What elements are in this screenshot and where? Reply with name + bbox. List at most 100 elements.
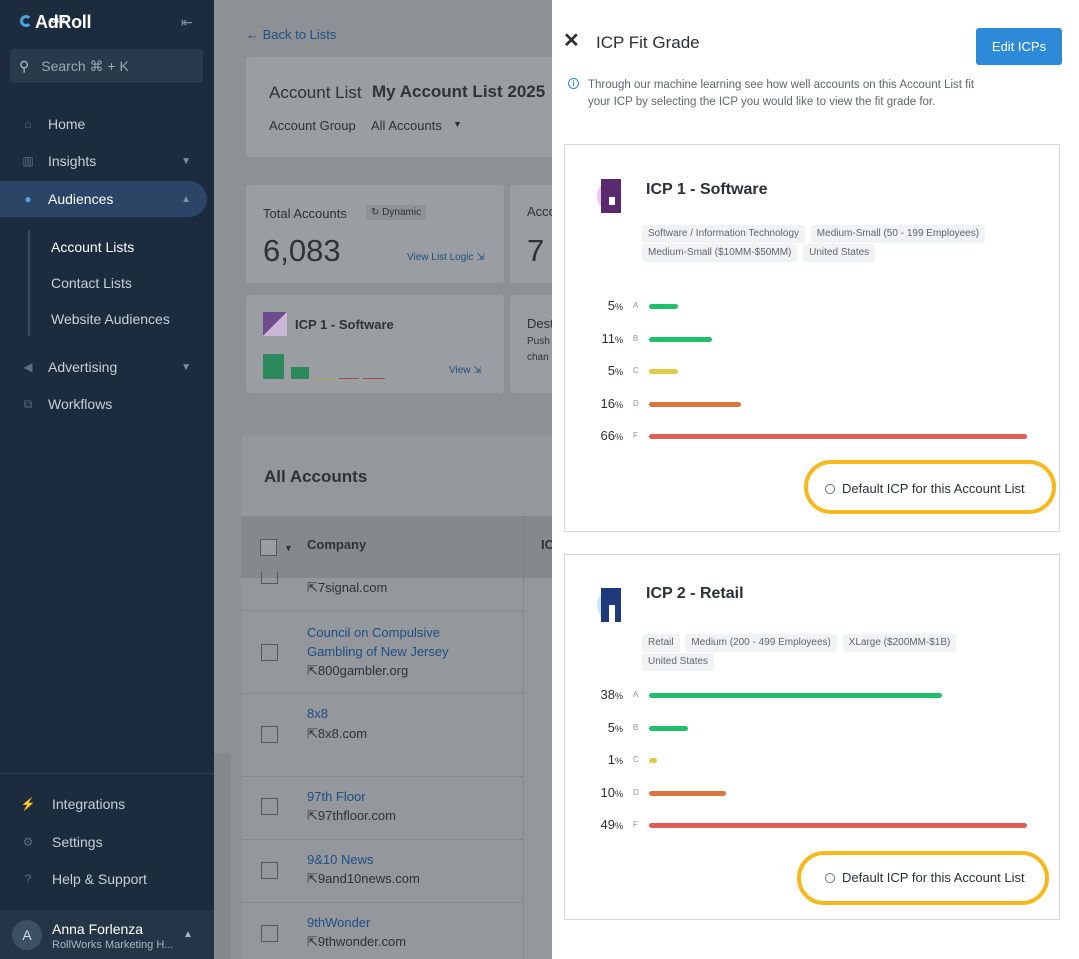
nav-label: Advertising xyxy=(48,359,118,375)
subnav-account-lists[interactable]: Account Lists xyxy=(51,239,135,255)
nav-item-audiences[interactable]: ● Audiences ▲ xyxy=(0,181,207,217)
row-checkbox[interactable] xyxy=(261,644,278,661)
adroll-logo[interactable]: AdRoll xyxy=(20,12,92,33)
row-company-name[interactable]: Council on Compulsive Gambling of New Je… xyxy=(307,625,449,659)
grade-row-b: 11% B xyxy=(565,331,1061,347)
grade-row-a: 5% A xyxy=(565,298,1061,314)
default-icp-radio[interactable]: Default ICP for this Account List xyxy=(825,481,1025,496)
icp-view-label: View xyxy=(449,365,471,376)
row-checkbox[interactable] xyxy=(261,925,278,942)
subnav-website-audiences[interactable]: Website Audiences xyxy=(51,311,170,327)
grade-bar xyxy=(649,758,657,763)
adroll-logo-icon xyxy=(20,15,32,27)
grade-row-c: 5% C xyxy=(565,363,1061,379)
close-icon[interactable]: ✕ xyxy=(563,30,580,52)
row-domain[interactable]: ⇱97thfloor.com xyxy=(307,808,396,824)
icp-tag: Medium-Small (50 - 199 Employees) xyxy=(810,225,986,243)
grade-letter: D xyxy=(633,398,639,408)
subnav-rail xyxy=(28,230,30,336)
nav-item-workflows[interactable]: ⧉ Workflows xyxy=(0,386,207,422)
insights-icon: ▥ xyxy=(22,154,34,168)
grade-bar xyxy=(649,790,727,796)
row-divider xyxy=(241,902,524,903)
row-checkbox[interactable] xyxy=(261,862,278,879)
accounts-card-value: 7 xyxy=(527,233,545,268)
grade-percent: 16% xyxy=(600,395,623,411)
account-list-label: Account List xyxy=(269,83,362,102)
grade-f-bar xyxy=(363,378,385,379)
back-to-lists-link[interactable]: ← Back to Lists xyxy=(246,27,336,42)
account-group-select[interactable]: All Accounts xyxy=(371,118,442,133)
table-row[interactable]: 8x8 ⇱8x8.com xyxy=(241,694,551,776)
account-group-label: Account Group xyxy=(269,118,356,133)
collapse-sidebar-icon[interactable]: ⇤ xyxy=(181,14,193,30)
icp-view-link[interactable]: View ⇲ xyxy=(449,365,482,376)
row-domain[interactable]: ⇱8x8.com xyxy=(307,726,367,742)
nav-label: Workflows xyxy=(48,396,113,412)
radio-button[interactable] xyxy=(825,483,835,494)
column-icp[interactable]: IC xyxy=(541,537,552,552)
dynamic-badge-label: Dynamic xyxy=(382,207,422,218)
gear-icon: ⚙ xyxy=(22,835,34,849)
edit-icps-button[interactable]: Edit ICPs xyxy=(976,28,1062,65)
scroll-gutter xyxy=(214,754,231,959)
row-domain[interactable]: ⇱9thwonder.com xyxy=(307,934,406,950)
icp-title: ICP 2 - Retail xyxy=(646,585,744,602)
nav-item-home[interactable]: ⌂ Home xyxy=(0,106,207,142)
grade-letter: F xyxy=(633,820,638,829)
row-domain-text: 97thfloor.com xyxy=(317,808,396,823)
table-row[interactable]: 9&10 News ⇱9and10news.com xyxy=(241,840,551,902)
grade-letter: B xyxy=(633,722,639,732)
nav-item-integrations[interactable]: ⚡ Integrations xyxy=(0,789,126,819)
grade-percent: 5% xyxy=(607,363,623,378)
row-domain-text: 8x8.com xyxy=(317,726,368,741)
nav-item-settings[interactable]: ⚙ Settings xyxy=(0,827,103,857)
caret-down-icon: ▼ xyxy=(453,119,462,129)
account-list-select[interactable]: My Account List 2025 xyxy=(372,82,546,101)
table-row[interactable]: 9thWonder ⇱9thwonder.com xyxy=(241,903,551,959)
grade-row-f: 66% F xyxy=(565,428,1061,444)
row-domain-text: 9thwonder.com xyxy=(317,934,407,949)
row-company-name[interactable]: 97th Floor xyxy=(307,789,366,804)
nav-item-insights[interactable]: ▥ Insights ▼ xyxy=(0,143,207,179)
radio-button[interactable] xyxy=(825,872,835,883)
view-list-logic-link[interactable]: View List Logic ⇲ xyxy=(407,252,485,263)
user-menu[interactable]: A Anna Forlenza RollWorks Marketing H...… xyxy=(0,910,214,959)
grade-bar xyxy=(649,336,712,342)
icp-tag: Retail xyxy=(642,634,680,652)
grade-bar xyxy=(649,304,678,309)
row-domain[interactable]: ⇱7signal.com xyxy=(307,580,387,596)
select-all-checkbox[interactable] xyxy=(260,539,277,556)
row-company-name[interactable]: 8x8 xyxy=(307,706,328,721)
row-checkbox[interactable] xyxy=(261,798,278,815)
row-company-name[interactable]: 9&10 News xyxy=(307,852,374,867)
subnav-contact-lists[interactable]: Contact Lists xyxy=(51,275,132,291)
grade-bar xyxy=(649,369,678,374)
avatar: A xyxy=(12,920,42,950)
default-icp-label: Default ICP for this Account List xyxy=(842,870,1025,885)
external-link-icon: ⇱ xyxy=(307,871,318,886)
nav-item-help[interactable]: ? Help & Support xyxy=(0,864,147,894)
row-domain[interactable]: ⇱800gambler.org xyxy=(307,663,408,679)
grade-bar xyxy=(649,401,741,407)
default-icp-radio[interactable]: Default ICP for this Account List xyxy=(825,870,1025,885)
row-company-name[interactable]: 9thWonder xyxy=(307,915,371,930)
row-checkbox[interactable] xyxy=(261,726,278,743)
nav-item-advertising[interactable]: ◀ Advertising ▼ xyxy=(0,349,207,385)
grade-b-bar xyxy=(291,367,309,379)
help-icon: ? xyxy=(24,872,32,886)
search-input[interactable]: ⚲ Search ⌘ + K xyxy=(10,49,203,83)
table-row[interactable]: Council on Compulsive Gambling of New Je… xyxy=(241,611,551,693)
search-placeholder: Search ⌘ + K xyxy=(41,57,129,74)
column-company[interactable]: Company xyxy=(307,537,367,552)
row-domain[interactable]: ⇱9and10news.com xyxy=(307,871,420,887)
table-row[interactable]: ⇱7signal.com xyxy=(241,572,551,610)
table-row[interactable]: 97th Floor ⇱97thfloor.com xyxy=(241,777,551,839)
external-link-icon: ⇱ xyxy=(307,934,318,949)
grade-row-d: 10% D xyxy=(565,785,1061,801)
all-accounts-panel: All Accounts ▼ Company IC xyxy=(241,435,552,959)
row-divider xyxy=(241,776,524,777)
column-divider xyxy=(523,578,524,959)
caret-down-icon[interactable]: ▼ xyxy=(284,543,293,553)
row-checkbox[interactable] xyxy=(261,572,278,584)
